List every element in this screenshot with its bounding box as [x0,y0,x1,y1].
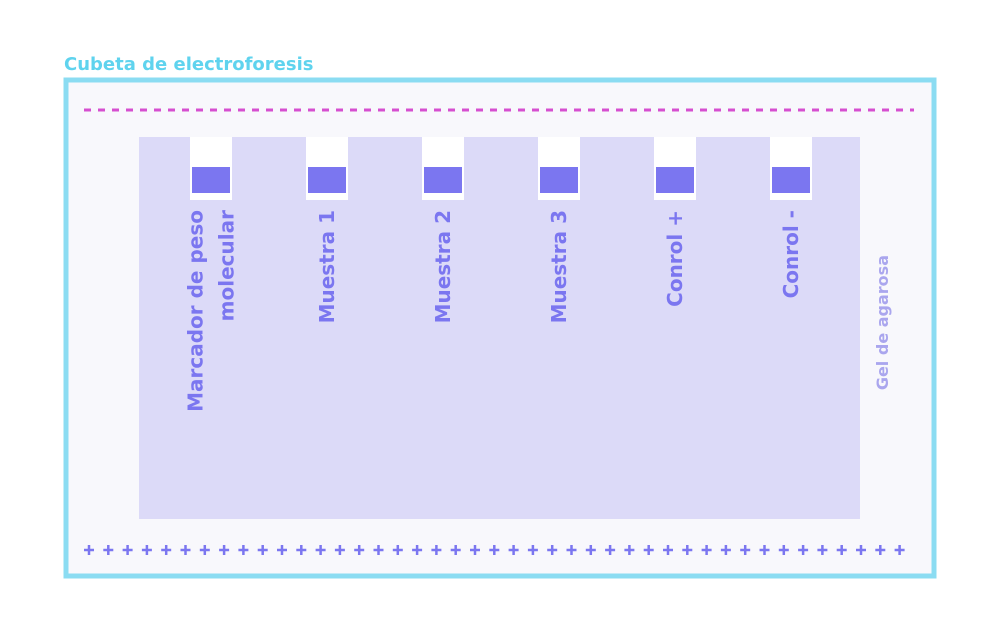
lane-label: Conrol - [779,210,803,298]
plus-sign [894,545,905,555]
plus-sign [450,545,461,555]
sample [656,167,694,193]
sample [308,167,346,193]
plus-sign [740,545,751,555]
plus-sign [103,545,114,555]
plus-sign [605,545,616,555]
lane-label: Muestra 3 [547,210,571,323]
sample [772,167,810,193]
plus-sign [219,545,230,555]
plus-sign [566,545,577,555]
gel-label: Gel de agarosa [873,255,892,390]
plus-sign [759,545,770,555]
plus-sign [798,545,809,555]
title: Cubeta de electroforesis [64,54,313,75]
plus-sign [508,545,519,555]
lane-label: Conrol + [663,210,687,307]
sample [540,167,578,193]
plus-sign [836,545,847,555]
positive-electrode [84,545,905,555]
plus-sign [277,545,287,555]
lane-label: molecular [215,210,239,321]
plus-sign [547,545,558,555]
plus-sign [701,545,712,555]
lane-label: Muestra 2 [431,210,455,323]
lane-label: Muestra 1 [315,210,339,323]
plus-sign [643,545,654,555]
plus-sign [585,545,596,555]
plus-sign [778,545,789,555]
plus-sign [122,545,133,555]
wells: Marcador de peso molecular Muestra 1 Muestr… [184,137,812,412]
sample [192,167,230,193]
plus-sign [682,545,693,555]
plus-sign [663,545,673,555]
plus-sign [373,545,384,555]
plus-sign [238,545,249,555]
plus-sign [470,545,480,555]
plus-sign [489,545,500,555]
plus-sign [296,545,307,555]
plus-sign [315,545,326,555]
plus-sign [354,545,365,555]
plus-sign [720,545,731,555]
gel [139,137,860,519]
plus-sign [875,545,886,555]
plus-sign [624,545,635,555]
plus-sign [412,545,423,555]
sample [424,167,462,193]
plus-sign [431,545,442,555]
plus-sign [334,545,345,555]
plus-sign [180,545,191,555]
plus-sign [527,545,538,555]
plus-sign [257,545,268,555]
plus-sign [856,545,866,555]
plus-sign [392,545,403,555]
plus-sign [161,545,172,555]
plus-sign [84,545,94,555]
lane-label: Marcador de peso [184,210,208,412]
plus-sign [817,545,828,555]
plus-sign [141,545,152,555]
plus-sign [199,545,210,555]
